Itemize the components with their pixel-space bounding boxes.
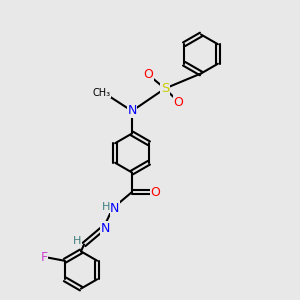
- Text: N: N: [100, 221, 110, 235]
- Text: N: N: [127, 104, 137, 118]
- Text: H: H: [73, 236, 82, 247]
- Text: N: N: [110, 202, 120, 215]
- Text: O: O: [144, 68, 153, 82]
- Text: F: F: [40, 250, 47, 264]
- Text: O: O: [174, 95, 183, 109]
- Text: CH₃: CH₃: [92, 88, 110, 98]
- Text: O: O: [151, 185, 160, 199]
- Text: H: H: [102, 202, 111, 212]
- Text: S: S: [161, 82, 169, 95]
